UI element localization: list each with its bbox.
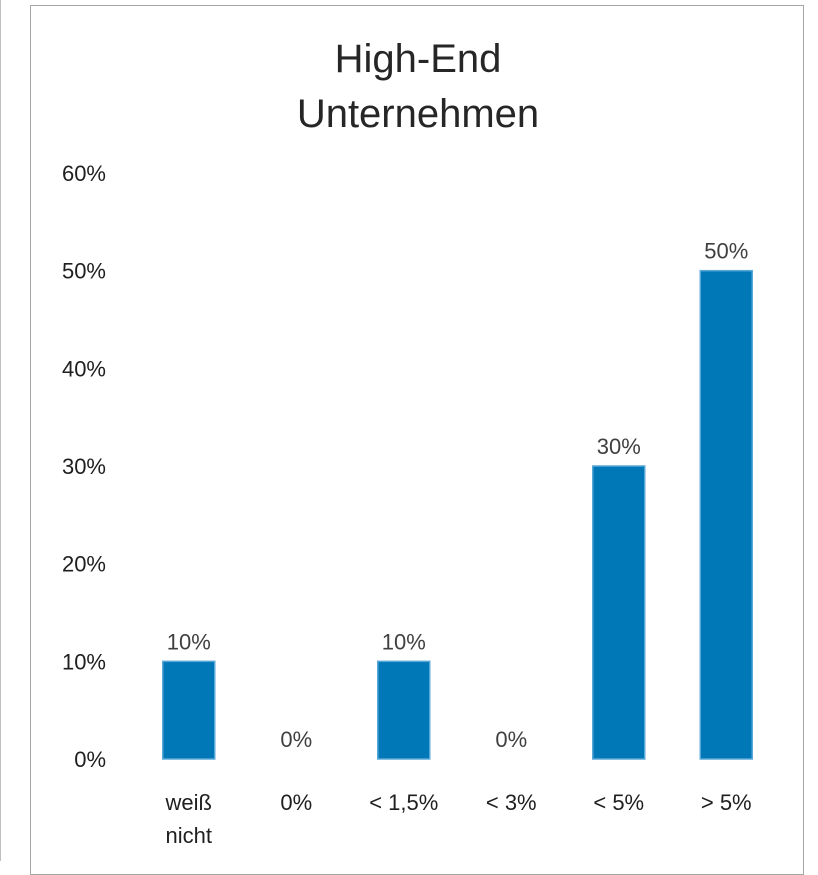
y-tick-label: 50% [62,259,106,284]
data-label: 30% [597,434,641,459]
y-tick-label: 60% [62,161,106,186]
y-tick-label: 30% [62,454,106,479]
x-category-label: < 5% [593,790,644,815]
data-label: 0% [495,727,527,752]
chart-title-line-1: High-End [335,37,502,81]
bar-5 [592,465,646,760]
y-tick-label: 10% [62,649,106,674]
y-tick-label: 40% [62,356,106,381]
x-category-label: > 5% [701,790,752,815]
bar-1 [162,660,216,760]
bar-3 [377,660,431,760]
left-border-line [0,0,1,861]
x-category-label: nicht [166,823,212,848]
x-category-label: weiß [165,790,212,815]
x-category-label: 0% [280,790,312,815]
y-tick-label: 20% [62,552,106,577]
data-label: 10% [167,629,211,654]
y-tick-label: 0% [74,747,106,772]
data-label: 0% [280,727,312,752]
bar-6 [699,269,753,760]
x-category-label: < 1,5% [369,790,438,815]
chart-title-line-2: Unternehmen [297,92,539,136]
data-label: 10% [382,629,426,654]
data-label: 50% [704,239,748,264]
x-category-label: < 3% [486,790,537,815]
